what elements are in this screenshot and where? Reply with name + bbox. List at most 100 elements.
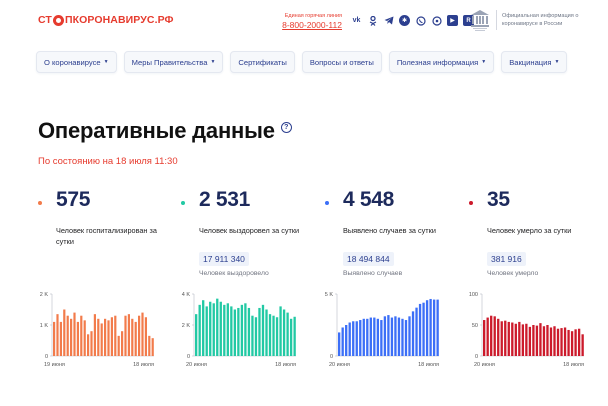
chevron-down-icon: ▼ xyxy=(481,59,487,65)
stat-dot xyxy=(469,201,473,205)
x-start-label: 19 июня xyxy=(44,362,65,368)
chart-bar xyxy=(244,303,247,356)
chart-bar xyxy=(574,329,577,356)
chart-bar xyxy=(107,320,110,356)
chart-bar xyxy=(486,317,489,356)
chart-bar xyxy=(131,318,134,356)
chart-bar xyxy=(429,298,432,356)
chart-bar xyxy=(104,318,107,356)
x-start-label: 20 июня xyxy=(329,362,350,368)
y-tick-label: 2 K xyxy=(182,323,191,329)
x-end-label: 18 июля xyxy=(133,362,154,368)
nav-useful-info[interactable]: Полезная информация ▼ xyxy=(388,51,495,73)
stat-total: 17 911 340 xyxy=(199,252,249,266)
telegram-icon[interactable] xyxy=(383,15,394,26)
chart-cases: 5 K 0 20 июня 18 июля xyxy=(323,290,453,370)
chart-svg: 4 K 2 K 0 20 июня 18 июля xyxy=(182,292,296,368)
nav-label: Меры Правительства xyxy=(131,57,208,67)
main-nav: О коронавирусе ▼ Меры Правительства ▼ Серт… xyxy=(36,51,568,73)
nav-label: Сертификаты xyxy=(238,57,287,67)
chart-bar xyxy=(366,318,369,356)
chart-bar xyxy=(202,300,205,356)
nav-certificates[interactable]: Сертификаты xyxy=(230,51,295,73)
x-start-label: 20 июня xyxy=(186,362,207,368)
whatsapp-icon[interactable] xyxy=(431,15,442,26)
chart-bar xyxy=(436,299,439,356)
chart-bar xyxy=(216,298,219,356)
help-icon[interactable]: ? xyxy=(280,122,292,133)
stat-dot xyxy=(325,201,329,205)
hotline-number[interactable]: 8-800-2000-112 xyxy=(282,20,342,30)
stat-total: 381 916 xyxy=(487,252,526,266)
stat-description: Человек выздоровел за сутки xyxy=(199,226,300,235)
nav-government-measures[interactable]: Меры Правительства ▼ xyxy=(123,51,224,73)
chart-bar xyxy=(254,317,258,356)
chevron-down-icon: ▼ xyxy=(554,59,560,65)
chart-bar xyxy=(87,334,90,356)
chart-bar xyxy=(411,311,415,356)
ok-icon[interactable] xyxy=(367,15,378,26)
chart-bar xyxy=(546,325,549,356)
nav-label: Полезная информация xyxy=(396,57,479,67)
chart-bar xyxy=(394,316,397,356)
chart-bar xyxy=(514,323,517,356)
chart-bar xyxy=(359,320,362,356)
chart-bar xyxy=(432,299,436,356)
stat-value: 4 548 xyxy=(343,188,395,211)
chart-bar xyxy=(240,304,244,356)
youtube-icon[interactable]: ▶ xyxy=(447,15,458,26)
nav-about-covid[interactable]: О коронавирусе ▼ xyxy=(36,51,117,73)
government-emblem-icon xyxy=(468,8,492,32)
chart-bar xyxy=(532,325,535,356)
nav-label: Вопросы и ответы xyxy=(309,57,374,67)
chart-bar xyxy=(415,307,418,356)
chart-svg: 5 K 0 20 июня 18 июля xyxy=(325,292,439,368)
rutube-icon[interactable]: R xyxy=(463,15,474,26)
chart-bar xyxy=(483,320,486,356)
chart-bar xyxy=(138,315,141,356)
chart-recovered: 4 K 2 K 0 20 июня 18 июля xyxy=(180,290,310,370)
chart-bar xyxy=(80,315,83,356)
nav-label: О коронавирусе xyxy=(44,57,101,67)
stat-total: 18 494 844 xyxy=(343,252,394,266)
nav-vaccination[interactable]: Вакцинация ▼ xyxy=(501,51,568,73)
viber-icon[interactable] xyxy=(415,15,426,26)
hotline: Единая горячая линия 8-800-2000-112 xyxy=(262,13,342,31)
chart-bar xyxy=(553,326,556,356)
chart-bar xyxy=(59,321,62,356)
chart-bar xyxy=(425,300,429,356)
chart-bar xyxy=(341,327,344,356)
chart-bar xyxy=(570,331,574,356)
chart-bar xyxy=(282,309,286,356)
chart-bar xyxy=(70,318,73,356)
chart-bar xyxy=(338,332,341,356)
chart-bar xyxy=(198,304,201,356)
snowflake-icon[interactable]: ✱ xyxy=(399,15,410,26)
title-row: Оперативные данные ? xyxy=(38,118,292,144)
chart-bar xyxy=(497,318,500,356)
chart-bar xyxy=(539,323,542,356)
chart-bar xyxy=(121,331,124,356)
stat-description: Выявлено случаев за сутки xyxy=(343,226,436,235)
x-start-label: 20 июня xyxy=(474,362,495,368)
stat-description: Человек госпитализирован за сутки xyxy=(56,226,157,246)
chart-bar xyxy=(422,302,425,356)
chart-bar xyxy=(212,303,215,356)
stat-total-label: Человек умерло xyxy=(487,270,539,277)
chart-svg: 100 50 0 20 июня 18 июля xyxy=(469,292,584,368)
chart-bar xyxy=(251,315,254,356)
official-info-text: Официальная информация о коронавирусе в … xyxy=(502,13,579,27)
chart-bar xyxy=(223,304,226,356)
nav-faq[interactable]: Вопросы и ответы xyxy=(301,51,382,73)
chart-deaths: 100 50 0 20 июня 18 июля xyxy=(468,290,598,370)
chart-bar xyxy=(355,321,358,356)
as-of-date: По состоянию на 18 июля 11:30 xyxy=(38,156,178,167)
vk-icon[interactable]: vk xyxy=(352,17,361,24)
chart-bar xyxy=(352,321,355,356)
chart-bar xyxy=(293,316,296,356)
social-links: vk ✱ ▶ R xyxy=(351,15,474,26)
chart-bar xyxy=(348,322,351,356)
site-logo[interactable]: СТ П КОРОНАВИРУС.РФ xyxy=(38,14,174,26)
y-tick-label: 5 K xyxy=(325,292,334,298)
chart-bar xyxy=(134,321,137,356)
